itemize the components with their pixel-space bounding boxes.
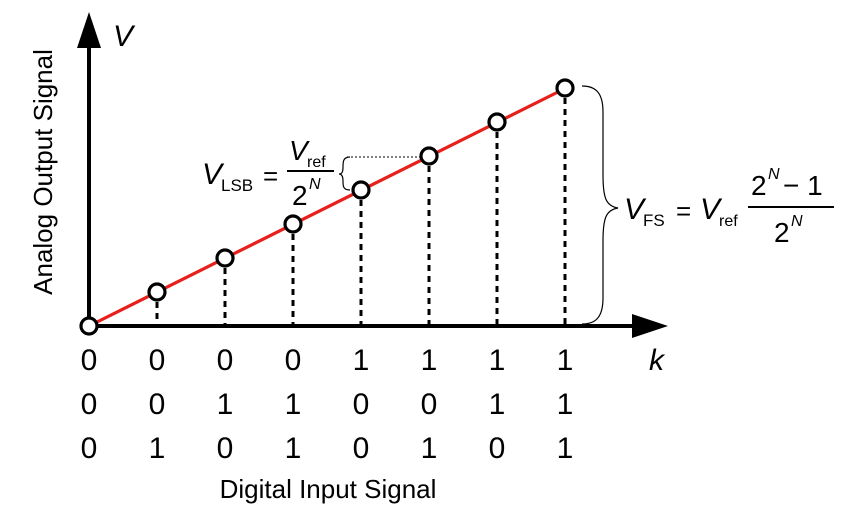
vlsb-numerator-symbol: V [289,135,310,166]
code-bit-6-row-0: 1 [489,344,506,377]
vfs-numerator-exponent: N [768,166,780,183]
code-marker-2 [215,248,235,268]
vfs-factor-subscript: ref [719,213,738,230]
lsb-indicator [338,156,420,191]
code-markers [79,78,575,336]
vlsb-equation: V LSB = V ref 2 N [202,135,334,211]
code-bit-1-row-0: 0 [149,344,166,377]
vlsb-lhs-subscript: LSB [221,176,253,195]
code-bit-2-row-0: 0 [217,344,234,377]
code-bit-2-row-2: 0 [217,432,234,465]
code-bit-4-row-1: 0 [353,388,370,421]
code-bit-6-row-2: 0 [489,432,506,465]
x-axis-arrowhead [632,314,668,338]
code-bit-7-row-1: 1 [557,388,574,421]
x-axis-symbol: k [649,344,666,377]
code-marker-1 [147,282,167,302]
code-marker-7 [555,78,575,98]
code-bit-1-row-2: 1 [149,432,166,465]
code-bit-5-row-2: 1 [421,432,438,465]
code-bit-0-row-2: 0 [81,432,98,465]
vlsb-equals: = [263,161,278,191]
code-marker-3 [283,214,303,234]
code-bit-4-row-0: 1 [353,344,370,377]
y-axis-label: Analog Output Signal [28,49,58,295]
vlsb-numerator-subscript: ref [307,154,326,171]
code-marker-4 [351,180,371,200]
vlsb-denominator-base: 2 [292,180,308,211]
transfer-line [88,86,567,328]
code-bit-2-row-1: 1 [217,388,234,421]
digital-code-columns: 0 0 0 0 0 1 0 1 0 0 1 1 1 0 0 1 0 1 1 1 0 1 1 1 [81,344,574,465]
code-bit-5-row-1: 0 [421,388,438,421]
code-bit-3-row-1: 1 [285,388,302,421]
vfs-numerator-base: 2 [751,170,767,201]
fs-brace [581,85,619,325]
code-bit-3-row-2: 1 [285,432,302,465]
x-axis-label: Digital Input Signal [220,474,437,504]
code-bit-3-row-0: 0 [285,344,302,377]
vfs-lhs-symbol: V [624,193,647,226]
code-bit-0-row-0: 0 [81,344,98,377]
y-axis-symbol: V [113,20,136,53]
code-marker-5 [419,146,439,166]
vfs-numerator-minus-one: − 1 [783,170,823,201]
vlsb-lhs-symbol: V [202,158,225,191]
vfs-lhs-subscript: FS [643,211,665,230]
code-bit-1-row-1: 0 [149,388,166,421]
code-bit-6-row-1: 1 [489,388,506,421]
code-marker-6 [487,112,507,132]
lsb-brace [338,156,351,191]
vfs-equation: V FS = V ref 2 N − 1 2 N [624,166,834,248]
code-marker-0 [79,316,99,336]
vfs-equals: = [676,196,691,226]
vfs-denominator-base: 2 [774,217,790,248]
y-axis-arrowhead [77,12,101,48]
vfs-factor-symbol: V [700,193,723,226]
code-bit-7-row-2: 1 [557,432,574,465]
dashed-drop-lines [155,98,567,324]
vfs-denominator-exponent: N [791,213,803,230]
axes [77,12,668,338]
code-bit-7-row-0: 1 [557,344,574,377]
code-bit-4-row-2: 0 [353,432,370,465]
code-bit-0-row-1: 0 [81,388,98,421]
code-bit-5-row-0: 1 [421,344,438,377]
vlsb-denominator-exponent: N [309,176,321,193]
